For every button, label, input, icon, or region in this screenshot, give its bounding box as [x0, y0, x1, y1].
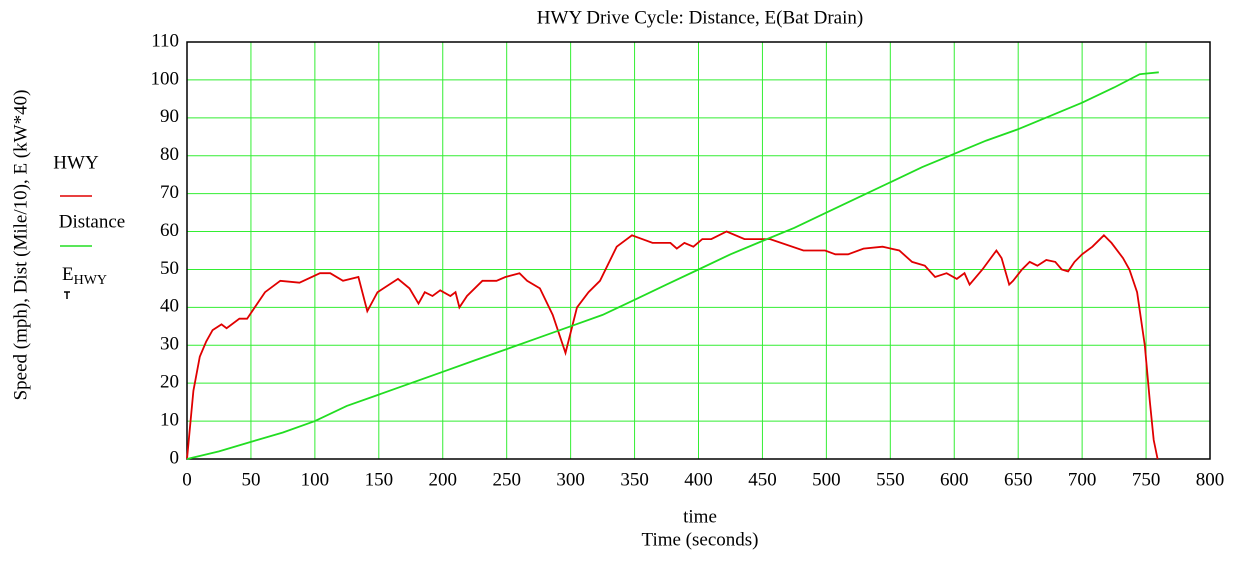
plot-frame [186, 41, 1211, 460]
y-tick-label: 40 [160, 296, 179, 317]
y-tick-label: 80 [160, 144, 179, 165]
y-tick-label: 90 [160, 106, 179, 127]
x-tick-label: 400 [684, 469, 713, 490]
x-tick-label: 650 [1004, 469, 1033, 490]
x-tick-label: 350 [620, 469, 649, 490]
legend-label: HWY [53, 152, 99, 173]
x-tick-label: 300 [556, 469, 585, 490]
y-tick-label: 100 [151, 68, 180, 89]
legend-swatch [64, 291, 70, 299]
x-tick-label: 200 [429, 469, 458, 490]
y-tick-label: 10 [160, 409, 179, 430]
y-tick-label: 50 [160, 258, 179, 279]
y-tick-label: 30 [160, 334, 179, 355]
chart-title: HWY Drive Cycle: Distance, E(Bat Drain) [537, 7, 863, 28]
x-tick-label: 700 [1068, 469, 1097, 490]
data-line [186, 71, 1159, 460]
data-line [186, 230, 1159, 460]
x-tick-label: 150 [365, 469, 394, 490]
legend-label: EHWY [62, 264, 107, 288]
legend-label: Distance [59, 211, 125, 232]
x-label-2: Time (seconds) [642, 529, 759, 550]
x-tick-label: 250 [492, 469, 521, 490]
y-tick-label: 20 [160, 372, 179, 393]
x-tick-label: 450 [748, 469, 777, 490]
x-tick-label: 550 [876, 469, 905, 490]
y-tick-label: 70 [160, 182, 179, 203]
x-tick-label: 0 [182, 469, 192, 490]
x-label: time [683, 506, 717, 527]
y-tick-label: 110 [151, 30, 179, 51]
legend-label-sub: HWY [74, 273, 107, 288]
y-tick-label: 60 [160, 220, 179, 241]
y-label: Speed (mph), Dist (Mile/10), E (kW*40) [10, 90, 31, 401]
x-tick-label: 800 [1196, 469, 1225, 490]
y-tick-label: 0 [170, 447, 180, 468]
x-tick-label: 500 [812, 469, 841, 490]
legend-label-main: E [62, 264, 74, 285]
x-tick-label: 50 [241, 469, 260, 490]
x-tick-label: 100 [301, 469, 330, 490]
x-tick-label: 600 [940, 469, 969, 490]
x-tick-label: 750 [1132, 469, 1161, 490]
